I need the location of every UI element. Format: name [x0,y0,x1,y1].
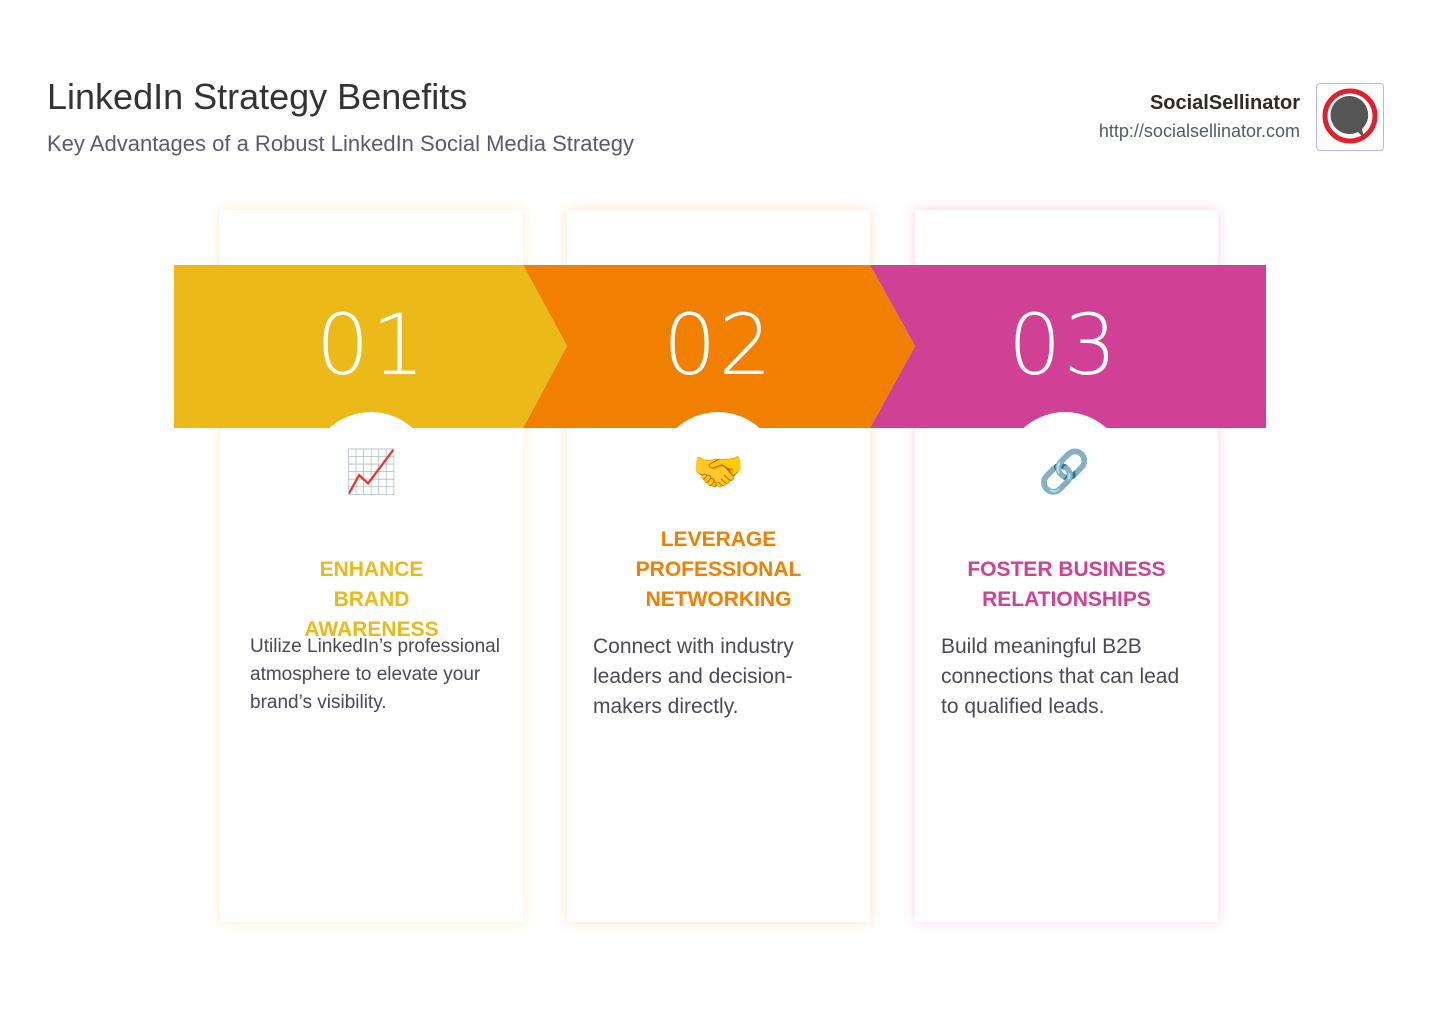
step-body-1: Utilize LinkedIn’s professional atmosphe… [250,636,500,713]
step-heading-3: FOSTER BUSINESS RELATIONSHIPS [967,558,1166,611]
brand-url[interactable]: http://socialsellinator.com [1098,121,1300,141]
step-heading-2: LEVERAGE PROFESSIONAL NETWORKING [635,528,802,611]
step-number-2: 02 [663,296,774,394]
brand-block: SocialSellinator http://socialsellinator… [1099,92,1300,142]
step-banner-segment-3 [870,265,1266,428]
speech-bubble-logo-icon [1316,83,1384,151]
step-body-2: Connect with industry leaders and decisi… [593,635,794,718]
icon-circle-3 [1003,412,1127,536]
link-icon: 🔗 [1038,448,1091,495]
handshake-icon: 🤝 [692,448,745,495]
step-body-3: Build meaningful B2B connections that ca… [941,635,1180,718]
step-number-3: 03 [1008,296,1119,394]
icon-circle-2 [656,412,780,536]
step-banner-segment-1 [174,265,567,428]
chart-increasing-icon: 📈 [345,448,398,495]
brand-name: SocialSellinator [1149,92,1300,114]
step-banner-segment-2 [523,265,915,428]
icon-circle-1 [309,412,433,536]
page-title: LinkedIn Strategy Benefits [47,76,468,117]
step-heading-1: ENHANCE BRAND AWARENESS [304,558,439,641]
step-number-1: 01 [316,296,427,394]
page-subtitle: Key Advantages of a Robust LinkedIn Soci… [47,131,635,156]
